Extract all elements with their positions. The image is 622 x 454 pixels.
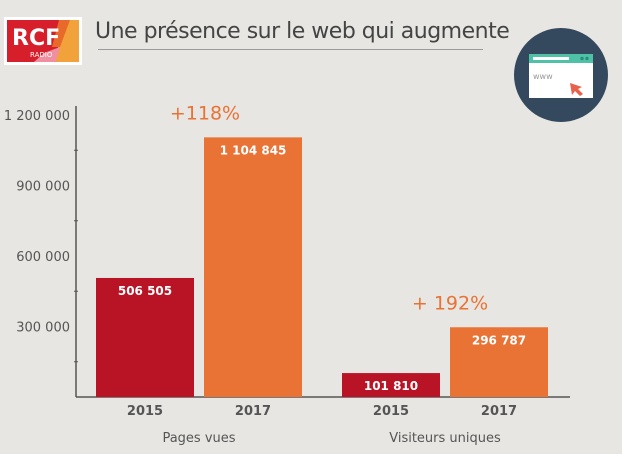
- y-tick-label: 300 000: [16, 321, 70, 336]
- bar-2017: [204, 137, 302, 397]
- bar-2017: [450, 327, 548, 397]
- growth-annotation: + 192%: [412, 292, 488, 314]
- rcf-logo: RCF RADIO: [4, 17, 82, 65]
- y-tick-label: 900 000: [16, 180, 70, 195]
- x-tick-label: 2015: [127, 404, 163, 419]
- title-underline: [98, 49, 483, 50]
- bar-value-label: 296 787: [472, 333, 526, 347]
- logo-text: RCF: [12, 26, 60, 51]
- growth-annotation: +118%: [170, 102, 240, 124]
- bar-value-label: 1 104 845: [220, 143, 287, 157]
- y-tick-label: 1 200 000: [4, 109, 70, 124]
- www-icon: www: [514, 28, 608, 122]
- bar-2015: [342, 373, 440, 397]
- svg-text:www: www: [533, 72, 553, 81]
- x-tick-label: 2017: [481, 404, 517, 419]
- group-label: Pages vues: [162, 431, 235, 446]
- page-title: Une présence sur le web qui augmente: [95, 19, 510, 44]
- y-tick-label: 600 000: [16, 250, 70, 265]
- x-tick-label: 2017: [235, 404, 271, 419]
- bar-value-label: 101 810: [364, 379, 418, 393]
- bar-value-label: 506 505: [118, 284, 172, 298]
- bar-2015: [96, 277, 194, 397]
- x-tick-label: 2015: [373, 404, 409, 419]
- group-label: Visiteurs uniques: [389, 431, 501, 446]
- logo-subtext: RADIO: [30, 51, 53, 59]
